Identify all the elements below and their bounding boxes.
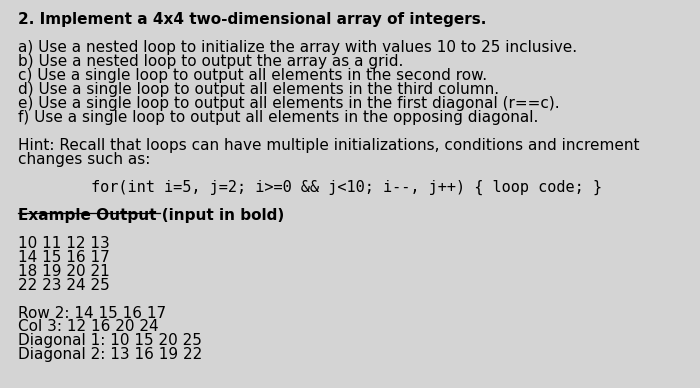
Text: 18 19 20 21: 18 19 20 21	[18, 263, 110, 279]
Text: Diagonal 1: 10 15 20 25: Diagonal 1: 10 15 20 25	[18, 333, 202, 348]
Text: 14 15 16 17: 14 15 16 17	[18, 249, 110, 265]
Text: changes such as:: changes such as:	[18, 152, 150, 167]
Text: Example Output (input in bold): Example Output (input in bold)	[18, 208, 284, 223]
Text: Col 3: 12 16 20 24: Col 3: 12 16 20 24	[18, 319, 159, 334]
Text: b) Use a nested loop to output the array as a grid.: b) Use a nested loop to output the array…	[18, 54, 403, 69]
Text: 22 23 24 25: 22 23 24 25	[18, 277, 110, 293]
Text: Hint: Recall that loops can have multiple initializations, conditions and increm: Hint: Recall that loops can have multipl…	[18, 138, 640, 153]
Text: c) Use a single loop to output all elements in the second row.: c) Use a single loop to output all eleme…	[18, 68, 487, 83]
Text: f) Use a single loop to output all elements in the opposing diagonal.: f) Use a single loop to output all eleme…	[18, 110, 538, 125]
Text: e) Use a single loop to output all elements in the first diagonal (r==c).: e) Use a single loop to output all eleme…	[18, 96, 560, 111]
Text: a) Use a nested loop to initialize the array with values 10 to 25 inclusive.: a) Use a nested loop to initialize the a…	[18, 40, 578, 55]
Text: 2. Implement a 4x4 two-dimensional array of integers.: 2. Implement a 4x4 two-dimensional array…	[18, 12, 486, 27]
Text: for(int i=5, j=2; i>=0 && j<10; i--, j++) { loop code; }: for(int i=5, j=2; i>=0 && j<10; i--, j++…	[18, 180, 602, 195]
Text: Row 2: 14 15 16 17: Row 2: 14 15 16 17	[18, 305, 167, 320]
Text: 10 11 12 13: 10 11 12 13	[18, 236, 110, 251]
Text: Diagonal 2: 13 16 19 22: Diagonal 2: 13 16 19 22	[18, 347, 202, 362]
Text: d) Use a single loop to output all elements in the third column.: d) Use a single loop to output all eleme…	[18, 82, 499, 97]
